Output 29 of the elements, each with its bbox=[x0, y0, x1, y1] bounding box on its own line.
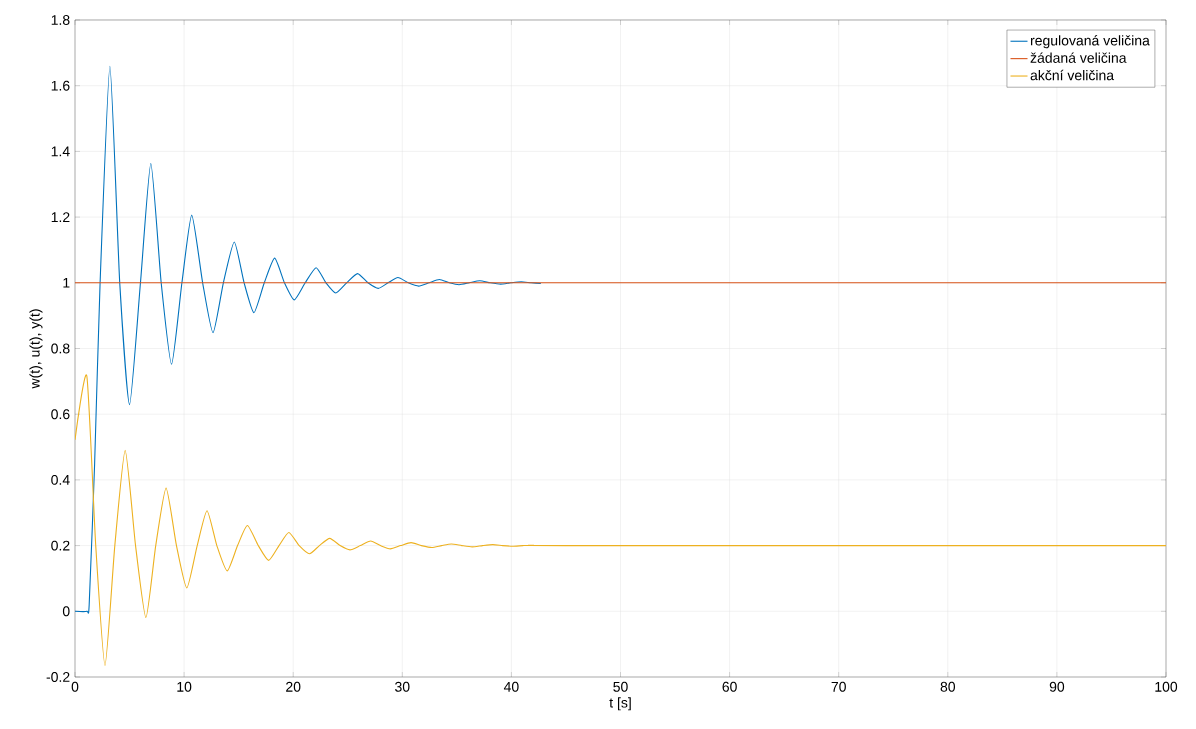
line-series bbox=[75, 375, 1166, 667]
x-axis-title: t [s] bbox=[609, 697, 631, 711]
y-tick-label: 1 bbox=[63, 277, 70, 288]
line-series bbox=[75, 65, 542, 612]
x-tick-label: 90 bbox=[1049, 681, 1065, 692]
x-tick-label: 10 bbox=[177, 681, 192, 692]
x-tick-label: 30 bbox=[395, 681, 410, 692]
y-tick-label: 1.2 bbox=[51, 212, 70, 222]
x-tick-label: 70 bbox=[831, 681, 846, 692]
y-tick-label: 0.8 bbox=[51, 343, 70, 354]
y-tick-label: 0.6 bbox=[51, 409, 70, 420]
legend-label: regulovaná veličina bbox=[1030, 35, 1150, 49]
y-tick-label: 0.4 bbox=[51, 474, 70, 485]
x-tick-label: 60 bbox=[722, 681, 737, 692]
y-tick-label: 0 bbox=[62, 606, 70, 617]
x-tick-label: 50 bbox=[613, 681, 628, 692]
legend-label: žádaná veličina bbox=[1030, 52, 1127, 63]
x-tick-label: 100 bbox=[1155, 681, 1178, 692]
y-tick-label: 1.8 bbox=[51, 15, 70, 25]
y-tick-label: 0.2 bbox=[51, 540, 70, 551]
y-tick-label: -0.2 bbox=[46, 672, 70, 682]
y-tick-label: 1.6 bbox=[51, 80, 70, 91]
x-tick-label: 20 bbox=[286, 681, 301, 692]
x-tick-label: 80 bbox=[940, 681, 956, 692]
x-tick-label: 40 bbox=[503, 681, 519, 692]
y-tick-label: 1.4 bbox=[51, 146, 70, 157]
y-axis-title: w(t), u(t), y(t) bbox=[29, 309, 43, 389]
x-tick-label: 0 bbox=[71, 681, 79, 692]
legend-label: akční veličina bbox=[1030, 69, 1115, 81]
